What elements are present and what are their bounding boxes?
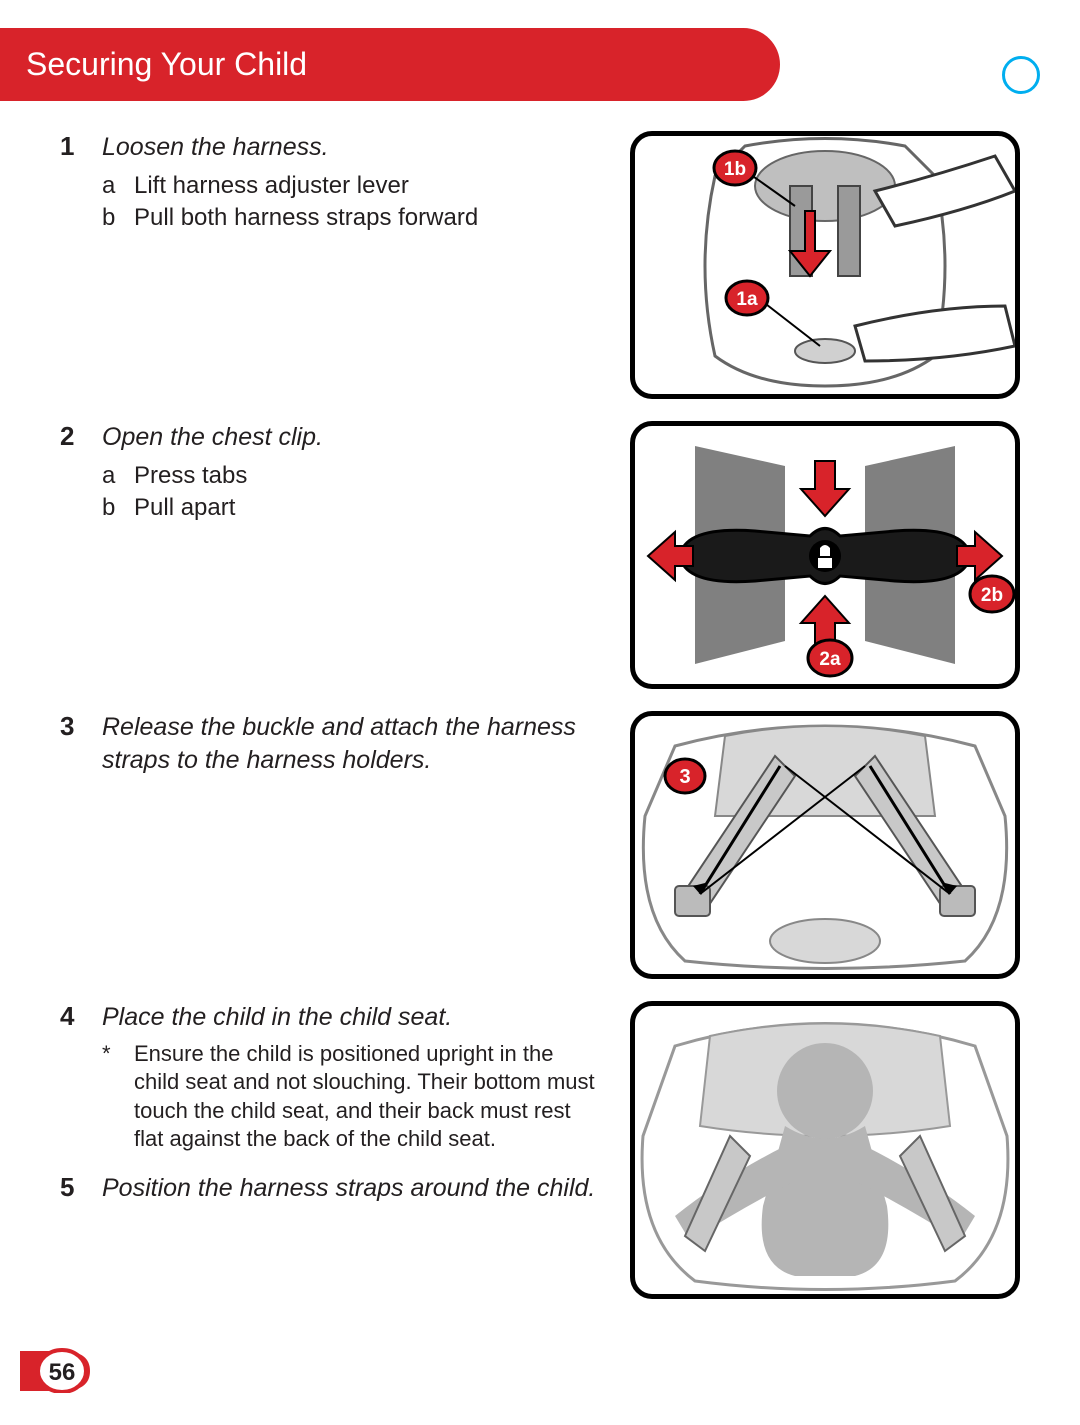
illustration-step-2: 2a 2b xyxy=(630,421,1020,689)
step-number: 4 xyxy=(60,1001,82,1154)
substep-letter: a xyxy=(102,460,120,492)
substep: a Lift harness adjuster lever xyxy=(102,170,600,202)
illustration-step-3: 3 xyxy=(630,711,1020,979)
illustration-step-4 xyxy=(630,1001,1020,1299)
substep: a Press tabs xyxy=(102,460,600,492)
step-title: Release the buckle and attach the harnes… xyxy=(102,711,600,776)
step-title: Open the chest clip. xyxy=(102,421,600,454)
substep-text: Press tabs xyxy=(134,460,247,492)
step-number: 5 xyxy=(60,1172,82,1211)
content-area: 1 Loosen the harness. a Lift harness adj… xyxy=(0,101,1080,1299)
illustration-step-1: 1b 1a xyxy=(630,131,1020,399)
callout-label: 1a xyxy=(736,289,758,310)
step-number: 2 xyxy=(60,421,82,524)
substep-text: Pull both harness straps forward xyxy=(134,202,478,234)
callout-label: 1b xyxy=(724,159,746,180)
substep-text: Pull apart xyxy=(134,492,235,524)
step-4-5: 4 Place the child in the child seat. * E… xyxy=(60,1001,1020,1299)
step-note: * Ensure the child is positioned upright… xyxy=(102,1040,600,1154)
note-text: Ensure the child is positioned upright i… xyxy=(134,1040,600,1154)
step-1: 1 Loosen the harness. a Lift harness adj… xyxy=(60,131,1020,399)
step-2: 2 Open the chest clip. a Press tabs b Pu… xyxy=(60,421,1020,689)
callout-label: 2a xyxy=(819,649,841,670)
step-title: Loosen the harness. xyxy=(102,131,600,164)
page-number-badge: 56 xyxy=(20,1343,94,1393)
corner-indicator-circle xyxy=(1002,56,1040,94)
step-3: 3 Release the buckle and attach the harn… xyxy=(60,711,1020,979)
callout-label: 3 xyxy=(679,766,690,788)
step-number: 3 xyxy=(60,711,82,782)
substep-letter: a xyxy=(102,170,120,202)
substep-text: Lift harness adjuster lever xyxy=(134,170,409,202)
step-number: 1 xyxy=(60,131,82,234)
section-header: Securing Your Child xyxy=(0,28,780,101)
page-number: 56 xyxy=(49,1359,76,1386)
substep-letter: b xyxy=(102,202,120,234)
note-mark: * xyxy=(102,1040,120,1154)
callout-label: 2b xyxy=(981,585,1003,606)
substep: b Pull both harness straps forward xyxy=(102,202,600,234)
section-title: Securing Your Child xyxy=(26,46,307,82)
substep: b Pull apart xyxy=(102,492,600,524)
step-title: Position the harness straps around the c… xyxy=(102,1172,600,1205)
substep-letter: b xyxy=(102,492,120,524)
step-title: Place the child in the child seat. xyxy=(102,1001,600,1034)
